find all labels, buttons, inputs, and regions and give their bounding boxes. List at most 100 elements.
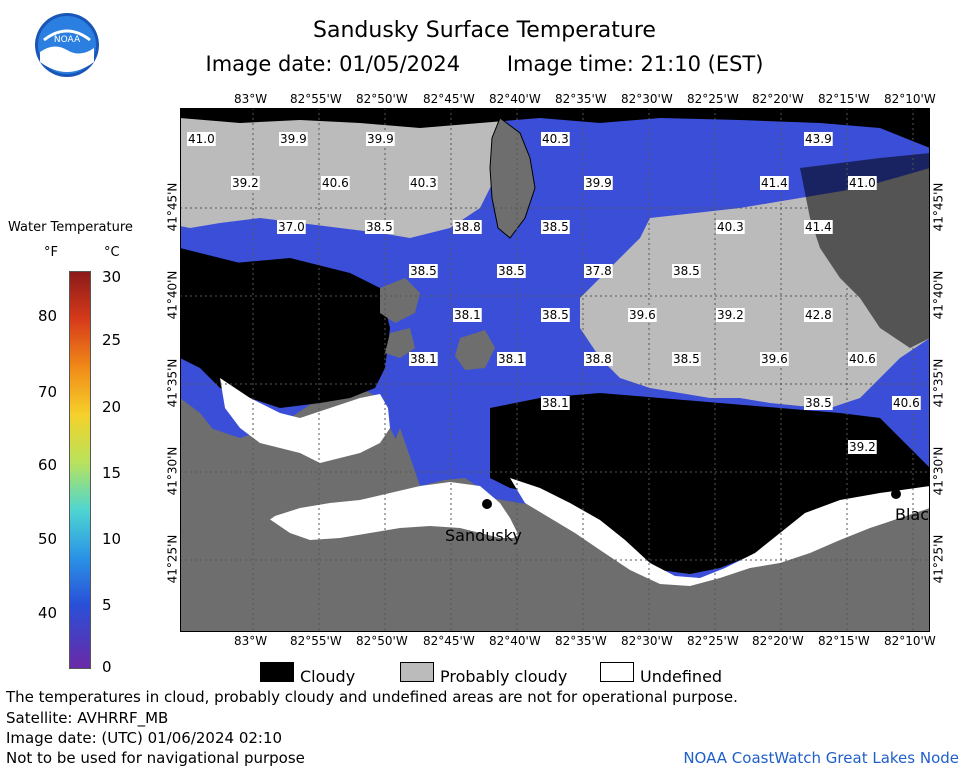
- probably-cloudy-nw: [180, 108, 500, 238]
- undefined-sandusky-bay: [265, 482, 520, 540]
- temp-label: 38.5: [673, 264, 700, 278]
- temp-label: 38.1: [454, 308, 481, 322]
- temp-label: 38.1: [410, 352, 437, 366]
- temperature-labels: 41.0 39.9 39.9 40.3 43.9 39.2 40.6 40.3 …: [187, 132, 921, 454]
- c-tick: 10: [102, 530, 122, 548]
- temp-label-bg: [892, 396, 921, 410]
- temp-label: 41.4: [761, 176, 788, 190]
- undefined-south-shore: [510, 478, 930, 586]
- c-tick: 15: [102, 464, 122, 482]
- temp-label: 39.9: [280, 132, 307, 146]
- lon-tick-top-6: 82°30'W: [621, 92, 673, 106]
- temp-label: 38.8: [585, 352, 612, 366]
- island-1: [380, 278, 420, 323]
- temp-label: 38.5: [542, 308, 569, 322]
- lon-tick-bottom-10: 82°10'W: [884, 634, 936, 648]
- temp-label-bg: [541, 396, 570, 410]
- temp-label-bg: [672, 352, 701, 366]
- lon-tick-bottom-0: 83°W: [234, 634, 268, 648]
- temp-label: 38.5: [498, 264, 525, 278]
- lon-tick-top-4: 82°40'W: [489, 92, 541, 106]
- legend-swatch-undefined: [600, 662, 634, 682]
- temp-label-bg: [409, 176, 438, 190]
- node-credit: NOAA CoastWatch Great Lakes Node: [683, 749, 959, 767]
- c-tick: 0: [102, 658, 112, 676]
- lon-tick-bottom-1: 82°55'W: [290, 634, 342, 648]
- c-tick: 5: [102, 596, 112, 614]
- temp-label: 37.0: [278, 220, 305, 234]
- legend-label-undefined: Undefined: [640, 667, 723, 686]
- lon-tick-top-9: 82°15'W: [818, 92, 870, 106]
- temp-label-bg: [409, 352, 438, 366]
- noaa-logo: NOAA: [34, 12, 100, 78]
- temp-label: 38.1: [542, 396, 569, 410]
- lat-tick-right-2: 41°35'N: [931, 358, 946, 408]
- temp-label-bg: [804, 396, 833, 410]
- lat-tick-left-2: 41°35'N: [165, 358, 180, 408]
- temp-label: 39.9: [367, 132, 394, 146]
- temperature-map: Sandusky Blac 41.0 39.9 39.9 40.3 43.9 3…: [180, 108, 930, 632]
- lon-tick-bottom-3: 82°45'W: [423, 634, 475, 648]
- lon-tick-bottom-4: 82°40'W: [489, 634, 541, 648]
- page-title: Sandusky Surface Temperature: [313, 18, 656, 43]
- legend-label-cloudy: Cloudy: [300, 667, 356, 686]
- disclaimer: The temperatures in cloud, probably clou…: [6, 688, 738, 706]
- temp-label-bg: [365, 220, 394, 234]
- lon-tick-bottom-7: 82°25'W: [687, 634, 739, 648]
- graticule: [180, 108, 930, 632]
- temp-label-bg: [541, 220, 570, 234]
- temp-label-bg: [453, 308, 482, 322]
- temp-label: 38.5: [673, 352, 700, 366]
- lon-tick-top-5: 82°35'W: [555, 92, 607, 106]
- temp-label-bg: [716, 220, 745, 234]
- temp-label: 40.3: [717, 220, 744, 234]
- f-tick: 80: [38, 307, 58, 325]
- temp-label: 41.0: [188, 132, 215, 146]
- temp-label-bg: [497, 352, 526, 366]
- temp-label-bg: [584, 176, 613, 190]
- temp-label: 37.8: [585, 264, 612, 278]
- temp-label: 40.6: [893, 396, 920, 410]
- legend-swatch-probably-cloudy: [400, 662, 434, 682]
- temp-label: 39.9: [585, 176, 612, 190]
- sandusky-marker: [482, 499, 492, 509]
- lat-tick-left-0: 41°45'N: [165, 182, 180, 232]
- lon-tick-top-10: 82°10'W: [884, 92, 936, 106]
- temp-label-bg: [848, 440, 877, 454]
- lon-tick-top-3: 82°45'W: [423, 92, 475, 106]
- temp-label-bg: [409, 264, 438, 278]
- lat-tick-left-3: 41°30'N: [165, 446, 180, 496]
- temp-label: 39.2: [849, 440, 876, 454]
- lon-tick-bottom-5: 82°35'W: [555, 634, 607, 648]
- f-tick: 60: [38, 456, 58, 474]
- undefined-west-shore: [220, 378, 390, 463]
- lat-tick-right-0: 41°45'N: [931, 182, 946, 232]
- temp-label: 38.5: [366, 220, 393, 234]
- temp-label-bg: [804, 132, 833, 146]
- utc-date: Image date: (UTC) 01/06/2024 02:10: [6, 729, 283, 747]
- temp-label-bg: [628, 308, 657, 322]
- legend-label-probably-cloudy: Probably cloudy: [440, 667, 568, 686]
- f-tick: 40: [38, 604, 58, 622]
- temp-label-bg: [366, 132, 395, 146]
- temp-label-bg: [279, 132, 308, 146]
- lon-tick-bottom-6: 82°30'W: [621, 634, 673, 648]
- temp-label-bg: [848, 352, 877, 366]
- temp-label: 38.1: [498, 352, 525, 366]
- temp-label: 40.6: [322, 176, 349, 190]
- temp-label: 38.8: [454, 220, 481, 234]
- temp-label-bg: [321, 176, 350, 190]
- temp-label: 38.5: [542, 220, 569, 234]
- temp-label-bg: [453, 220, 482, 234]
- temp-label-bg: [848, 176, 877, 190]
- temp-label: 39.6: [629, 308, 656, 322]
- temp-label: 38.5: [805, 396, 832, 410]
- lat-tick-left-4: 41°25'N: [165, 534, 180, 584]
- temp-label-bg: [584, 352, 613, 366]
- colorbar-title: Water Temperature: [8, 220, 133, 235]
- temp-label-bg: [584, 264, 613, 278]
- temp-label-bg: [277, 220, 306, 234]
- temp-label: 40.3: [542, 132, 569, 146]
- temp-label-bg: [541, 132, 570, 146]
- temp-label-bg: [804, 220, 833, 234]
